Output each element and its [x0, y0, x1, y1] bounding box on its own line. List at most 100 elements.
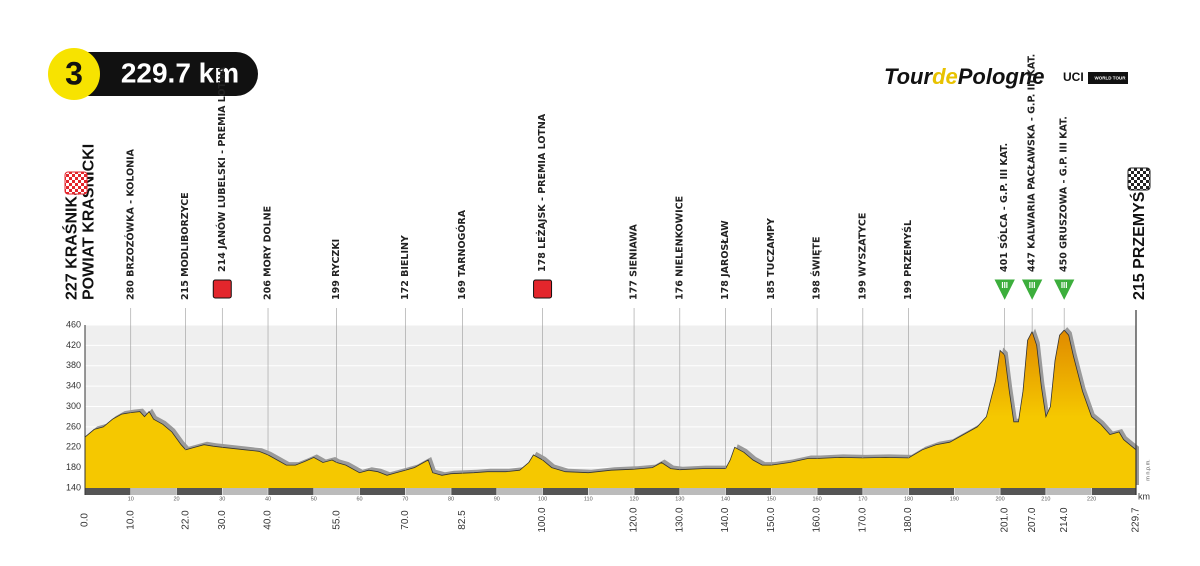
y-tick-label: 460	[66, 319, 81, 329]
km-strip	[176, 488, 223, 495]
km-strip	[313, 488, 360, 495]
climb-category: III	[1001, 281, 1008, 290]
km-strip	[817, 488, 863, 495]
x-tick-label: 30	[219, 496, 225, 502]
waypoint-name: 206 MORY DOLNE	[263, 206, 274, 300]
waypoint-name: 176 NIELENKOWICE	[674, 196, 685, 300]
waypoint-name: POWIAT KRAŚNICKI	[79, 144, 98, 300]
km-strip	[222, 488, 269, 495]
x-tick-label: 120	[629, 496, 638, 502]
badge-circle	[48, 48, 100, 100]
x-tick-label: 200	[996, 496, 1005, 502]
finish-icon	[1127, 167, 1151, 191]
logo-text: TourdePologne	[884, 64, 1045, 89]
km-strip	[1045, 488, 1092, 495]
waypoint-name: 215 MODLIBORZYCE	[180, 192, 191, 300]
waypoint-km: 82.5	[457, 510, 468, 530]
x-tick-label: 220	[1087, 496, 1096, 502]
x-tick-label: 140	[721, 496, 730, 502]
waypoint-name: 177 SIENIAWA	[629, 224, 640, 300]
waypoint-km: 160.0	[812, 507, 823, 532]
start-icon	[64, 171, 88, 195]
km-strip	[130, 488, 177, 495]
x-tick-label: 10	[128, 496, 134, 502]
badge-pill	[55, 52, 258, 96]
x-tick-label: 210	[1041, 496, 1050, 502]
waypoint-km: 55.0	[331, 510, 342, 530]
waypoint-km: 22.0	[180, 510, 191, 530]
stage-number: 3	[65, 55, 83, 91]
waypoint-name: 401 SÓLCA - G.P. III KAT.	[998, 143, 1010, 272]
waypoint-km: 201.0	[999, 507, 1010, 532]
x-tick-label: 80	[448, 496, 454, 502]
waypoint-km: 214.0	[1059, 507, 1070, 532]
waypoint-km: 150.0	[766, 507, 777, 532]
km-strip	[862, 488, 909, 495]
x-tick-label: 20	[173, 496, 179, 502]
km-strip	[771, 488, 818, 495]
climb-icon	[1020, 278, 1044, 303]
waypoint-name: 172 BIELINY	[400, 235, 411, 300]
y-tick-label: 300	[66, 401, 81, 411]
x-tick-label: 180	[904, 496, 913, 502]
waypoint-name: 215 PRZEMYŚL	[1129, 182, 1148, 300]
x-tick-label: 40	[265, 496, 271, 502]
x-tick-label: 50	[311, 496, 317, 502]
y-tick-label: 340	[66, 381, 81, 391]
waypoint-name: 178 LEŻAJSK - PREMIA LOTNA	[537, 113, 548, 272]
x-tick-label: 90	[494, 496, 500, 502]
waypoint-name: 450 GRUSZOWA - G.P. III KAT.	[1059, 116, 1070, 272]
km-strip	[679, 488, 726, 495]
waypoint-km: 130.0	[674, 507, 685, 532]
y-tick-label: 140	[66, 482, 81, 492]
profile-area	[85, 330, 1136, 488]
waypoint-name: 447 KALWARIA PACŁAWSKA - G.P. III KAT.	[1027, 54, 1038, 272]
waypoint-km: 40.0	[263, 510, 274, 530]
logo-de: de	[932, 64, 958, 89]
km-strip	[359, 488, 406, 495]
profile-line	[84, 329, 1137, 476]
km-strip	[1091, 488, 1136, 495]
km-strip	[451, 488, 497, 495]
y-tick-label: 420	[66, 340, 81, 350]
waypoint-name: 198 ŚWIĘTE	[811, 237, 823, 300]
km-strip	[1000, 488, 1046, 495]
waypoint-name: 199 PRZEMYŚL	[902, 220, 914, 300]
x-tick-label: 170	[858, 496, 867, 502]
y-tick-label: 220	[66, 442, 81, 452]
x-tick-label: 110	[584, 496, 593, 502]
km-strip	[268, 488, 314, 495]
logo-wt-box	[1088, 72, 1128, 84]
x-tick-label: 130	[675, 496, 684, 502]
waypoint-km: 229.7	[1131, 507, 1142, 532]
waypoint-km: 140.0	[720, 507, 731, 532]
x-tick-label: 190	[950, 496, 959, 502]
y-axis-label: m n.p.m.	[1145, 459, 1151, 481]
x-tick-label: 150	[767, 496, 776, 502]
climb-category: III	[1061, 281, 1068, 290]
km-strip	[85, 488, 131, 495]
x-axis-label: km	[1138, 491, 1150, 501]
km-strip	[908, 488, 955, 495]
waypoint-km: 170.0	[857, 507, 868, 532]
waypoint-name: 199 RYCZKI	[331, 239, 342, 300]
km-strip	[405, 488, 452, 495]
waypoint-name: 169 TARNOGÓRA	[456, 209, 468, 300]
km-strip	[496, 488, 543, 495]
waypoint-km: 0.0	[80, 513, 91, 527]
x-tick-label: 60	[356, 496, 362, 502]
logo-world-tour: WORLD TOUR	[1095, 76, 1127, 81]
km-strip	[634, 488, 680, 495]
climb-icon	[992, 278, 1017, 303]
x-tick-label: 160	[812, 496, 821, 502]
waypoint-km: 120.0	[629, 507, 640, 532]
logo-uci: UCI	[1063, 70, 1084, 84]
waypoint-km: 10.0	[125, 510, 136, 530]
waypoint-name: 227 KRAŚNIK,	[62, 192, 81, 300]
y-tick-label: 260	[66, 421, 81, 431]
climb-icon	[1052, 278, 1076, 303]
waypoint-km: 70.0	[400, 510, 411, 530]
km-strip	[542, 488, 589, 495]
waypoint-km: 180.0	[903, 507, 914, 532]
climb-category: III	[1029, 281, 1036, 290]
